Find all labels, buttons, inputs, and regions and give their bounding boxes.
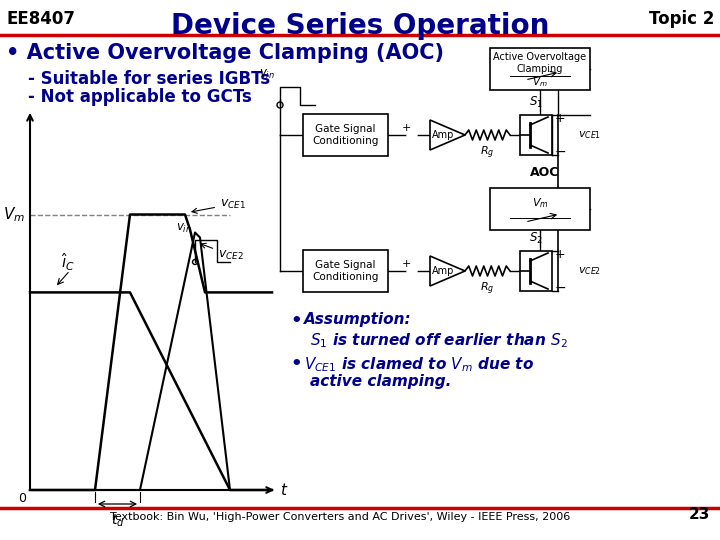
Bar <box>303 250 388 292</box>
Text: •: • <box>290 355 302 373</box>
Text: $t_d$: $t_d$ <box>111 513 125 529</box>
Text: +: + <box>401 123 410 133</box>
Text: AOC: AOC <box>531 165 559 179</box>
Text: $v_{CE1}$: $v_{CE1}$ <box>578 129 601 141</box>
Text: $S_1$: $S_1$ <box>529 95 543 110</box>
Text: −: − <box>554 145 566 159</box>
Bar <box>520 251 552 291</box>
Text: $V_{CE1}$ is clamed to $V_m$ due to: $V_{CE1}$ is clamed to $V_m$ due to <box>304 355 534 374</box>
Text: Gate Signal
Conditioning: Gate Signal Conditioning <box>312 124 379 146</box>
Text: active clamping.: active clamping. <box>310 374 451 389</box>
Text: $\hat{\imath}_C$: $\hat{\imath}_C$ <box>61 252 75 273</box>
Text: Assumption:: Assumption: <box>304 312 412 327</box>
Text: - Suitable for series IGBTs: - Suitable for series IGBTs <box>28 70 270 88</box>
Text: Device Series Operation: Device Series Operation <box>171 12 549 40</box>
Text: $V_m$: $V_m$ <box>531 196 549 210</box>
Text: $v_{CE2}$: $v_{CE2}$ <box>201 244 243 261</box>
Text: −: − <box>554 281 566 295</box>
Text: +: + <box>554 111 565 125</box>
Text: •: • <box>290 312 302 330</box>
Text: $S_2$: $S_2$ <box>529 231 543 246</box>
Text: $v_{in}$: $v_{in}$ <box>176 222 192 235</box>
Bar <box>490 188 590 230</box>
Text: - Not applicable to GCTs: - Not applicable to GCTs <box>28 88 252 106</box>
Text: Gate Signal
Conditioning: Gate Signal Conditioning <box>312 260 379 282</box>
Text: Topic 2: Topic 2 <box>649 10 714 28</box>
Text: $t$: $t$ <box>280 482 289 498</box>
Text: +: + <box>401 259 410 269</box>
Text: $v_{CE2}$: $v_{CE2}$ <box>578 265 601 277</box>
Text: +: + <box>554 247 565 260</box>
Circle shape <box>407 130 417 140</box>
Text: $R_g$: $R_g$ <box>480 145 495 161</box>
Text: • Active Overvoltage Clamping (AOC): • Active Overvoltage Clamping (AOC) <box>6 43 444 63</box>
Polygon shape <box>430 120 465 150</box>
Text: $V_m$: $V_m$ <box>532 75 548 89</box>
Bar <box>520 115 552 155</box>
Text: $v_{CE1}$: $v_{CE1}$ <box>192 198 246 213</box>
Text: Amp: Amp <box>432 130 454 140</box>
Polygon shape <box>430 256 465 286</box>
Text: Active Overvoltage
Clamping: Active Overvoltage Clamping <box>493 52 587 73</box>
Text: $S_1$ is turned off earlier than $S_2$: $S_1$ is turned off earlier than $S_2$ <box>310 331 568 350</box>
Bar <box>303 114 388 156</box>
Text: 23: 23 <box>688 507 710 522</box>
Text: 0: 0 <box>18 492 26 505</box>
Circle shape <box>407 266 417 276</box>
Bar <box>490 48 590 90</box>
Text: Textbook: Bin Wu, 'High-Power Converters and AC Drives', Wiley - IEEE Press, 200: Textbook: Bin Wu, 'High-Power Converters… <box>110 512 570 522</box>
Text: $V_m$: $V_m$ <box>3 205 25 224</box>
Text: EE8407: EE8407 <box>6 10 75 28</box>
Text: $R_g$: $R_g$ <box>480 281 495 298</box>
Text: Amp: Amp <box>432 266 454 276</box>
Text: $v_{in}$: $v_{in}$ <box>259 68 275 81</box>
